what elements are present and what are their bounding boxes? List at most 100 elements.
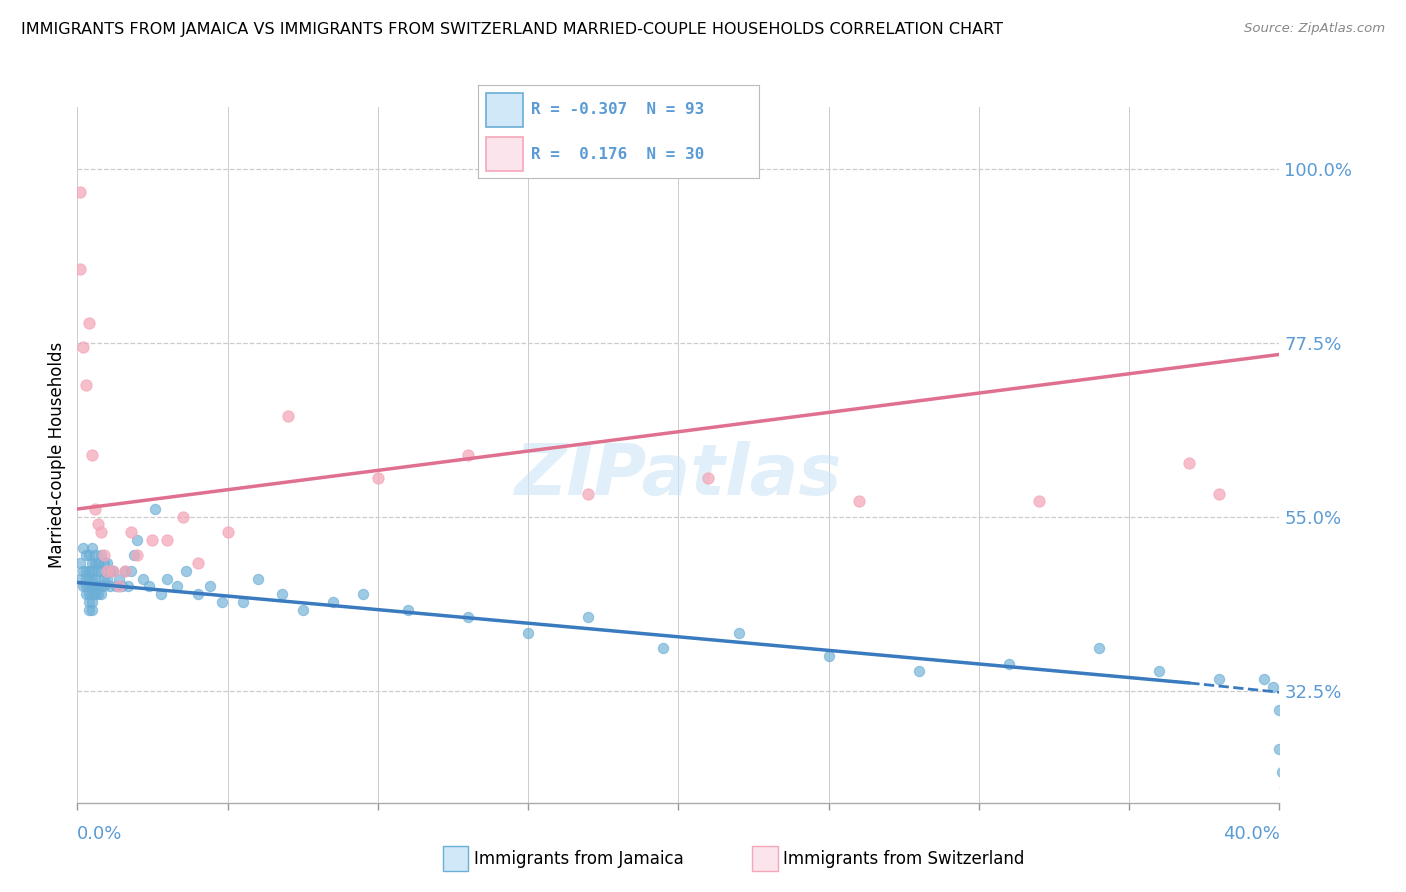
Point: [84, 556, 107, 570]
Point: [270, 587, 292, 601]
Point: [108, 572, 131, 586]
Point: [1289, 780, 1312, 795]
Bar: [486, 137, 523, 171]
Point: [82, 595, 104, 609]
Point: [93, 556, 115, 570]
Point: [82, 448, 104, 462]
Point: [84, 572, 107, 586]
Point: [217, 525, 239, 540]
Point: [156, 533, 179, 547]
Point: [72, 564, 94, 578]
Point: [1271, 764, 1294, 779]
Point: [79, 564, 101, 578]
Bar: [486, 93, 523, 127]
Point: [79, 602, 101, 616]
Point: [396, 602, 419, 616]
Point: [72, 340, 94, 354]
Point: [322, 595, 344, 609]
Point: [100, 564, 122, 578]
Point: [998, 657, 1021, 671]
Point: [79, 549, 101, 563]
Point: [114, 564, 136, 578]
Point: [105, 579, 128, 593]
Point: [82, 572, 104, 586]
Point: [1284, 703, 1306, 717]
Point: [166, 579, 188, 593]
Point: [127, 549, 149, 563]
Text: Source: ZipAtlas.com: Source: ZipAtlas.com: [1244, 22, 1385, 36]
Point: [120, 525, 142, 540]
Point: [75, 549, 97, 563]
Point: [145, 502, 167, 516]
Point: [172, 509, 194, 524]
Text: R = -0.307  N = 93: R = -0.307 N = 93: [531, 102, 704, 117]
Point: [87, 579, 110, 593]
Point: [1277, 734, 1299, 748]
Point: [141, 533, 163, 547]
Point: [186, 556, 209, 570]
Text: Immigrants from Switzerland: Immigrants from Switzerland: [783, 850, 1025, 868]
Point: [82, 587, 104, 601]
Point: [291, 602, 314, 616]
Point: [96, 564, 118, 578]
Point: [72, 579, 94, 593]
Point: [82, 602, 104, 616]
Point: [457, 610, 479, 624]
Point: [138, 579, 160, 593]
Point: [727, 625, 749, 640]
Point: [84, 579, 107, 593]
Point: [93, 549, 115, 563]
Point: [69, 556, 91, 570]
Point: [150, 587, 173, 601]
Point: [75, 572, 97, 586]
Point: [69, 185, 91, 199]
Point: [1088, 641, 1111, 656]
Point: [79, 317, 101, 331]
Text: 0.0%: 0.0%: [77, 825, 122, 843]
Y-axis label: Married-couple Households: Married-couple Households: [48, 342, 66, 568]
Point: [1263, 680, 1285, 694]
Point: [1208, 672, 1230, 686]
Point: [517, 625, 540, 640]
Point: [69, 262, 91, 277]
Point: [1286, 749, 1309, 764]
Point: [1149, 665, 1171, 679]
Point: [132, 572, 155, 586]
Point: [156, 572, 179, 586]
Point: [100, 579, 122, 593]
Point: [82, 564, 104, 578]
Text: ZIPatlas: ZIPatlas: [515, 442, 842, 510]
Text: Immigrants from Jamaica: Immigrants from Jamaica: [474, 850, 683, 868]
Point: [576, 610, 599, 624]
Point: [75, 587, 97, 601]
Point: [96, 556, 118, 570]
Point: [277, 409, 299, 424]
Point: [108, 579, 131, 593]
Point: [246, 572, 269, 586]
Point: [90, 549, 112, 563]
Point: [848, 494, 870, 508]
Point: [90, 525, 112, 540]
Point: [96, 572, 118, 586]
Point: [82, 556, 104, 570]
Point: [72, 541, 94, 555]
Point: [87, 564, 110, 578]
Point: [84, 549, 107, 563]
Point: [1253, 672, 1275, 686]
Point: [103, 564, 125, 578]
Point: [103, 564, 125, 578]
Point: [211, 595, 233, 609]
Point: [127, 533, 149, 547]
Point: [93, 572, 115, 586]
Point: [69, 572, 91, 586]
Point: [457, 448, 479, 462]
Point: [90, 564, 112, 578]
Point: [174, 564, 197, 578]
Point: [817, 648, 839, 663]
Point: [186, 587, 209, 601]
Point: [84, 502, 107, 516]
Point: [75, 579, 97, 593]
Point: [120, 564, 142, 578]
Point: [1268, 703, 1291, 717]
Point: [1178, 456, 1201, 470]
